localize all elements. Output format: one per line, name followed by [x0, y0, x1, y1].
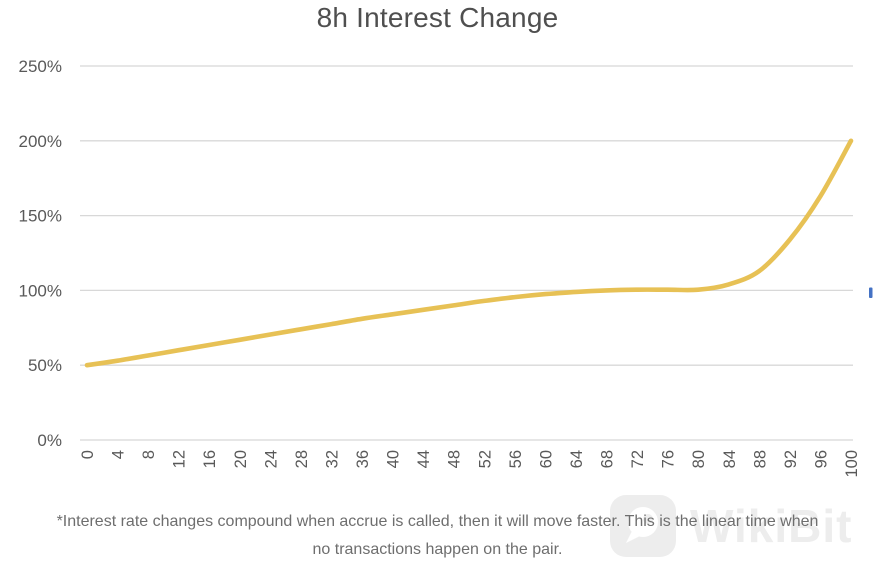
x-axis-tick-label: 48: [446, 450, 464, 468]
y-axis-tick-label: 0%: [37, 431, 62, 450]
x-axis-tick-label: 32: [323, 450, 341, 468]
x-axis-tick-label: 20: [232, 450, 250, 468]
x-axis-tick-label: 88: [751, 450, 769, 468]
x-axis-tick-label: 36: [354, 450, 372, 468]
x-axis-tick-label: 56: [507, 450, 525, 468]
x-axis-tick-label: 0: [79, 450, 97, 459]
footnote-line-2: no transactions happen on the pair.: [312, 541, 563, 558]
x-axis-tick-label: 44: [415, 450, 433, 468]
x-axis-tick-label: 68: [599, 450, 617, 468]
x-axis-tick-label: 16: [201, 450, 219, 468]
x-axis-tick-label: 64: [568, 450, 586, 468]
x-axis-tick-label: 12: [171, 450, 189, 468]
x-axis-tick-label: 100: [843, 450, 861, 478]
x-axis-tick-label: 60: [537, 450, 555, 468]
footnote-line-1: *Interest rate changes compound when acc…: [56, 513, 819, 530]
x-axis-tick-label: 8: [140, 450, 158, 459]
blue-cursor-marker: [869, 287, 873, 298]
chart-footnote: *Interest rate changes compound when acc…: [0, 508, 875, 564]
x-axis-tick-label: 96: [812, 450, 830, 468]
x-axis-tick-label: 84: [721, 450, 739, 468]
y-axis-tick-label: 200%: [19, 132, 62, 151]
x-axis-tick-label: 76: [660, 450, 678, 468]
y-axis-tick-label: 100%: [19, 281, 62, 300]
x-axis-tick-label: 28: [293, 450, 311, 468]
x-axis-tick-label: 92: [782, 450, 800, 468]
chart-title: 8h Interest Change: [316, 2, 559, 33]
x-axis-tick-label: 72: [629, 450, 647, 468]
x-axis-tick-label: 80: [690, 450, 708, 468]
y-axis-tick-label: 50%: [28, 356, 62, 375]
wikibit-logo-icon: [610, 495, 676, 557]
y-axis-tick-label: 150%: [19, 207, 62, 226]
interest-change-line-chart: 0%50%100%150%200%250%0 4 8 12 16 20 24 28 32 36 40…: [19, 57, 873, 478]
x-axis-tick-label: 40: [385, 450, 403, 468]
interest-series-line: [84, 138, 854, 368]
wikibit-watermark: WikiBit: [610, 495, 852, 557]
x-axis-tick-label: 4: [110, 450, 128, 459]
y-axis-tick-label: 250%: [19, 57, 62, 76]
x-axis-tick-label: 24: [262, 450, 280, 468]
watermark-label: WikiBit: [690, 500, 853, 552]
x-axis-tick-label: 52: [476, 450, 494, 468]
